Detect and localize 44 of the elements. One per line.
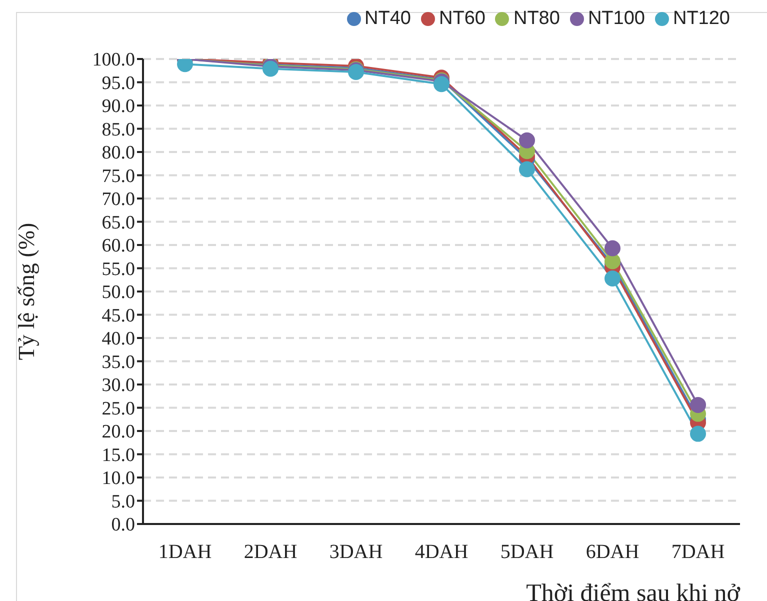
- legend-label: NT120: [672, 8, 730, 29]
- y-tick-label: 90.0: [102, 96, 135, 118]
- x-tick-label: 5DAH: [500, 541, 554, 564]
- legend-label: NT60: [439, 8, 486, 29]
- point: [604, 253, 620, 270]
- legend-label: NT40: [364, 8, 411, 29]
- y-tick-label: 75.0: [102, 166, 135, 187]
- y-axis-title: Tỷ lệ sống (%): [14, 222, 40, 360]
- point: [434, 76, 450, 92]
- y-tick-label: 50.0: [102, 282, 135, 304]
- y-tick-label: 30.0: [102, 375, 135, 396]
- x-tick-label: 6DAH: [586, 541, 640, 564]
- point: [604, 240, 620, 256]
- point: [690, 426, 706, 442]
- x-tick-label: 4DAH: [414, 541, 468, 564]
- legend-label: NT80: [513, 8, 560, 29]
- y-tick-label: 85.0: [102, 119, 135, 140]
- x-tick-label: 7DAH: [671, 541, 725, 564]
- point: [519, 132, 535, 148]
- y-tick-label: 20.0: [102, 422, 135, 443]
- y-tick-label: 70.0: [102, 189, 135, 210]
- x-tick-label: 2DAH: [244, 541, 298, 564]
- y-tick-label: 0.0: [111, 514, 135, 536]
- point: [262, 60, 278, 77]
- y-tick-label: 100.0: [92, 50, 135, 71]
- y-tick-label: 40.0: [102, 328, 135, 350]
- y-tick-label: 65.0: [102, 212, 135, 234]
- y-tick-label: 55.0: [102, 258, 135, 280]
- x-tick-label: 3DAH: [329, 541, 383, 564]
- y-tick-label: 60.0: [102, 236, 135, 257]
- y-tick-label: 95.0: [102, 72, 135, 94]
- x-axis-title: Thời điểm sau khi nở: [526, 580, 741, 601]
- y-tick-label: 5.0: [111, 491, 135, 512]
- y-tick-label: 45.0: [102, 305, 135, 326]
- y-tick-label: 35.0: [102, 352, 135, 373]
- y-tick-label: 25.0: [102, 398, 135, 420]
- point: [519, 161, 535, 178]
- point: [690, 396, 706, 413]
- y-tick-label: 80.0: [102, 142, 135, 164]
- y-tick-label: 10.0: [102, 468, 135, 490]
- point: [604, 270, 620, 286]
- legend-label: NT100: [588, 8, 645, 29]
- x-tick-label: 1DAH: [158, 541, 212, 564]
- y-tick-label: 15.0: [102, 444, 135, 466]
